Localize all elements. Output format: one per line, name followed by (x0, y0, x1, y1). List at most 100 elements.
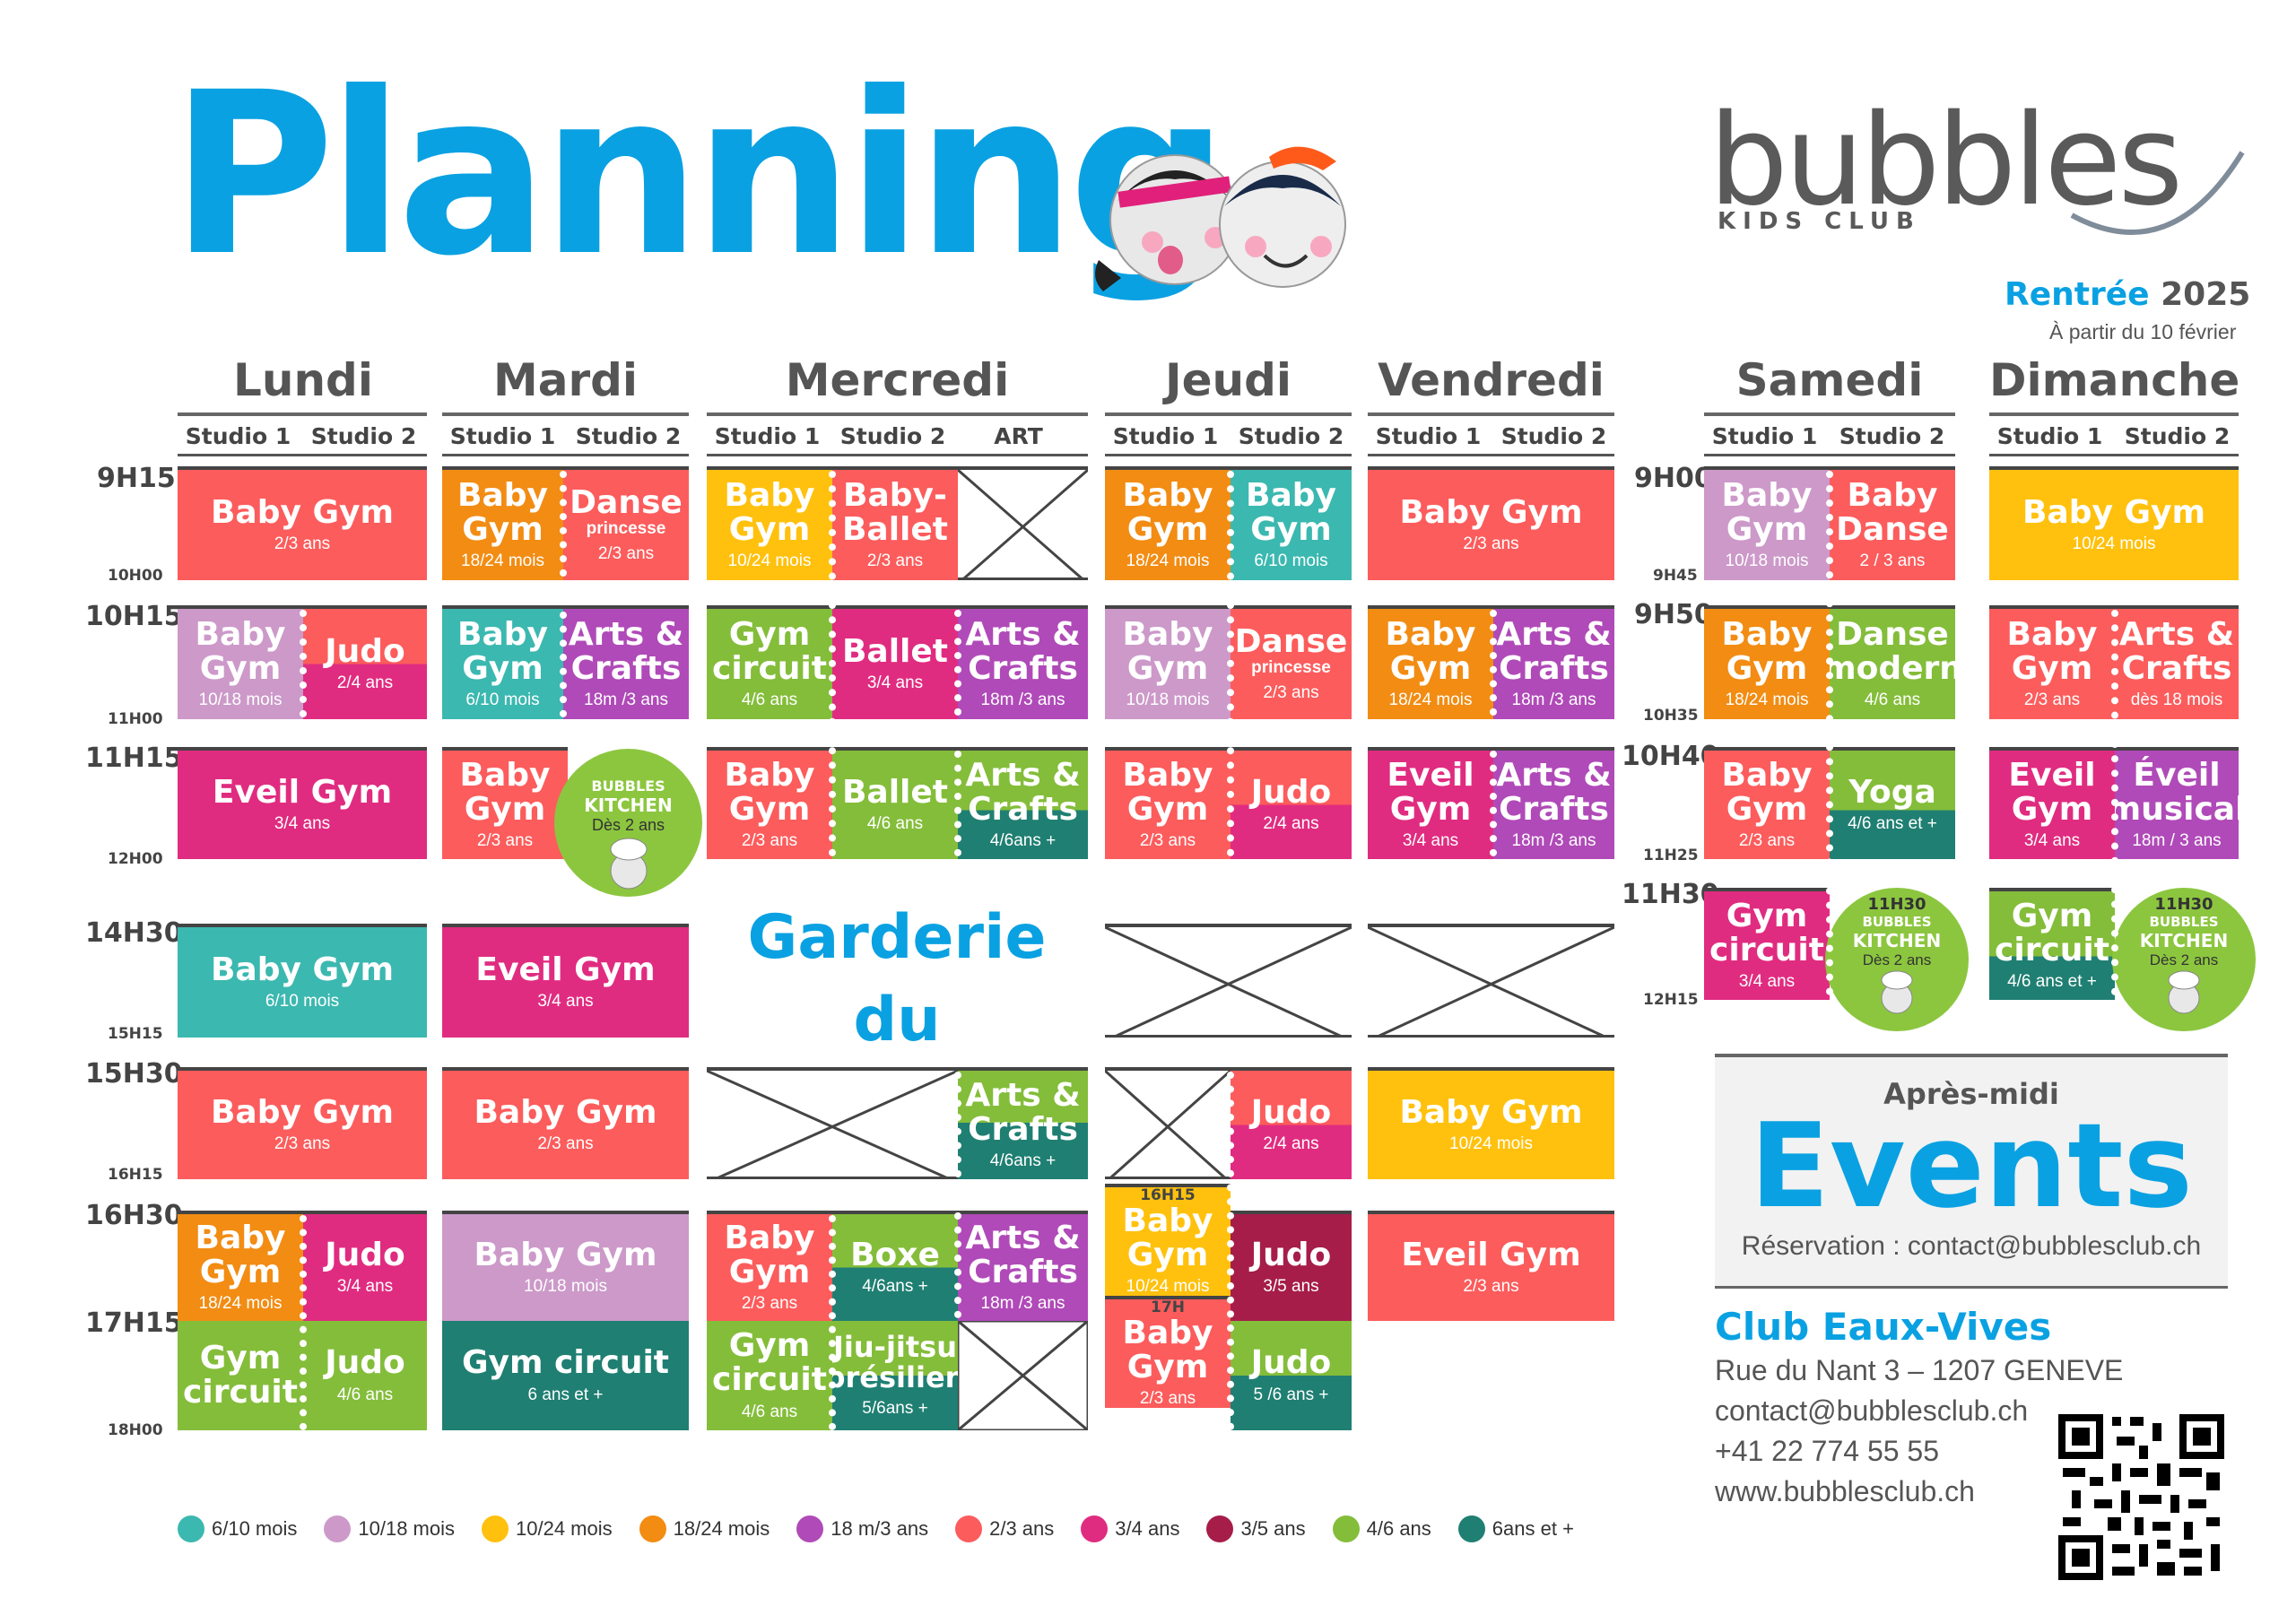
events-box[interactable]: Après-midi Events Réservation : contact@… (1715, 1054, 2228, 1289)
class-block[interactable]: Baby Gym 2/3 ans (178, 466, 427, 580)
class-block[interactable]: Baby Gym 2/3 ans (707, 747, 832, 859)
class-title: Gym (728, 510, 811, 548)
class-block[interactable]: Arts & Crafts 4/6ans + (958, 1067, 1088, 1179)
events-reservation: Réservation : contact@bubblesclub.ch (1741, 1231, 2202, 1261)
class-title: Crafts (2121, 649, 2232, 687)
class-title: Baby (724, 1219, 815, 1256)
class-block[interactable]: Arts & Crafts 18m /3 ans (563, 605, 689, 719)
garderie-line-1: Garderie (747, 902, 1047, 973)
class-block[interactable]: Judo 2/4 ans (1231, 1067, 1352, 1179)
class-title: Judo (1250, 1344, 1332, 1382)
class-block[interactable]: Éveil musical 18m / 3 ans (2115, 747, 2239, 859)
time-label: 17H15 (85, 1307, 183, 1339)
class-block[interactable]: 17H Baby Gym 2/3 ans (1105, 1296, 1231, 1408)
class-block[interactable]: Judo 5 /6 ans + (1231, 1321, 1352, 1430)
class-block[interactable]: Baby Gym 2/3 ans (707, 1211, 832, 1321)
class-age: 2/3 ans (1463, 1277, 1519, 1297)
class-block[interactable]: Baby Gym 10/18 mois (178, 605, 303, 719)
class-block[interactable]: Gym circuit 4/6 ans et + (1989, 888, 2115, 1000)
kitchen-badge[interactable]: 11H30 BUBBLES KITCHEN Dès 2 ans (2112, 888, 2256, 1031)
studio-divider (2111, 610, 2118, 995)
class-block[interactable]: Judo 2/4 ans (1231, 747, 1352, 859)
kitchen-age: Dès 2 ans (2149, 951, 2219, 968)
class-block[interactable]: Baby Danse 2 / 3 ans (1830, 466, 1955, 580)
class-block[interactable]: Ballet 3/4 ans (832, 605, 958, 719)
class-block[interactable]: Baby Gym 6/10 mois (1231, 466, 1352, 580)
class-title: Baby Gym (1399, 1093, 1583, 1131)
kitchen-badge[interactable]: 11H30 BUBBLES KITCHEN Dès 2 ans (1825, 888, 1969, 1031)
class-block[interactable]: Baby Gym 18/24 mois (1105, 466, 1231, 580)
class-block[interactable]: Baby Gym 18/24 mois (1368, 605, 1493, 719)
class-block[interactable]: Baby Gym 10/24 mois (1368, 1067, 1614, 1179)
class-block[interactable]: Baby Gym 18/24 mois (178, 1211, 303, 1321)
class-block[interactable]: Baby- Ballet 2/3 ans (832, 466, 958, 580)
class-block[interactable]: Baby Gym 10/24 mois (707, 466, 832, 580)
class-block[interactable]: Baby Gym 2/3 ans (1105, 747, 1231, 859)
class-block[interactable]: Baby Gym 10/18 mois (1704, 466, 1830, 580)
class-age: 18/24 mois (198, 1294, 283, 1314)
class-age: 2/3 ans (741, 831, 798, 851)
kitchen-badge[interactable]: BUBBLES KITCHEN Dès 2 ans (554, 749, 702, 897)
legend-label: 2/3 ans (989, 1517, 1055, 1540)
class-block[interactable]: Baby Gym 6/10 mois (442, 605, 563, 719)
class-block[interactable]: Arts & Crafts dès 18 mois (2115, 605, 2239, 719)
legend-label: 10/18 mois (358, 1517, 456, 1540)
class-block[interactable]: Baby Gym 2/3 ans (178, 1067, 427, 1179)
class-block[interactable]: Arts & Crafts 18m /3 ans (1493, 747, 1614, 859)
class-block[interactable]: Yoga 4/6 ans et + (1830, 747, 1955, 859)
class-block[interactable]: Gym circuit (178, 1321, 303, 1430)
class-block[interactable]: Arts & Crafts 18m /3 ans (958, 605, 1088, 719)
class-block[interactable]: Arts & Crafts 4/6ans + (958, 747, 1088, 859)
class-block[interactable]: Eveil Gym 3/4 ans (1368, 747, 1493, 859)
class-title: Gym (2011, 649, 2093, 687)
studio-label: Studio 2 (2124, 423, 2231, 449)
studio-label: Studio 1 (449, 423, 556, 449)
class-block[interactable]: Judo 3/5 ans (1231, 1211, 1352, 1321)
class-block[interactable]: Baby Gym 2/3 ans (442, 1067, 689, 1179)
class-block[interactable]: Eveil Gym 3/4 ans (1989, 747, 2115, 859)
legend-item: 6/10 mois (178, 1515, 297, 1542)
class-block[interactable]: Judo 2/4 ans (303, 605, 427, 719)
class-block[interactable]: Boxe 4/6ans + (832, 1211, 958, 1321)
class-block[interactable]: Gym circuit 4/6 ans (707, 605, 832, 719)
class-block[interactable]: Baby Gym 18/24 mois (442, 466, 563, 580)
class-block[interactable]: 16H15 Baby Gym 10/24 mois (1105, 1184, 1231, 1296)
class-age: 4/6 ans et + (2007, 972, 2097, 992)
class-block[interactable]: Ballet 4/6 ans (832, 747, 958, 859)
class-block[interactable]: Arts & Crafts 18m /3 ans (1493, 605, 1614, 719)
studio-label: Studio 2 (839, 423, 946, 449)
class-block[interactable]: Eveil Gym 3/4 ans (178, 747, 427, 859)
day-thursday: Jeudi (1164, 354, 1292, 406)
studio-divider (829, 471, 836, 856)
class-block[interactable]: Baby Gym 10/24 mois (1989, 466, 2239, 580)
qr-code-icon[interactable] (2054, 1410, 2229, 1585)
class-block[interactable]: Danse princesse 2/3 ans (563, 466, 689, 580)
class-block[interactable]: Arts & Crafts 18m /3 ans (958, 1211, 1088, 1321)
class-block[interactable]: Baby Gym 2/3 ans (1704, 747, 1830, 859)
class-block[interactable]: Gym circuit 3/4 ans (1704, 888, 1830, 1000)
class-block[interactable]: Baby Gym 6/10 mois (178, 924, 427, 1038)
time-label: 10H40 (1622, 741, 1719, 772)
class-block[interactable]: Eveil Gym 2/3 ans (1368, 1211, 1614, 1321)
class-block[interactable]: Judo 3/4 ans (303, 1211, 427, 1321)
class-block[interactable]: Gym circuit 6 ans et + (442, 1321, 689, 1430)
club-email[interactable]: contact@bubblesclub.ch (1715, 1394, 2029, 1427)
class-block[interactable]: Judo 4/6 ans (303, 1321, 427, 1430)
class-block[interactable]: Danse princesse 2/3 ans (1231, 605, 1352, 719)
class-block[interactable]: Eveil Gym 3/4 ans (442, 924, 689, 1038)
class-block[interactable]: Baby Gym 2/3 ans (1989, 605, 2115, 719)
class-block[interactable]: Baby Gym 10/18 mois (442, 1211, 689, 1321)
class-age: 4/6 ans (741, 1402, 798, 1421)
class-title: Baby (1122, 756, 1213, 794)
club-website[interactable]: www.bubblesclub.ch (1715, 1475, 1975, 1507)
class-block[interactable]: Gym circuit 4/6 ans (707, 1321, 832, 1430)
class-title: Gym (1389, 790, 1472, 828)
class-block[interactable]: Baby Gym 10/18 mois (1105, 605, 1231, 719)
club-phone[interactable]: +41 22 774 55 55 (1715, 1435, 1940, 1467)
class-block[interactable]: Jiu-jitsu brésilien 5/6ans + (832, 1321, 958, 1430)
class-age: 2/3 ans (274, 534, 331, 554)
class-block[interactable]: Baby Gym 2/3 ans (1368, 466, 1614, 580)
class-block[interactable]: Danse modern 4/6 ans (1830, 605, 1955, 719)
class-block[interactable]: Baby Gym 2/3 ans (442, 747, 568, 859)
class-block[interactable]: Baby Gym 18/24 mois (1704, 605, 1830, 719)
